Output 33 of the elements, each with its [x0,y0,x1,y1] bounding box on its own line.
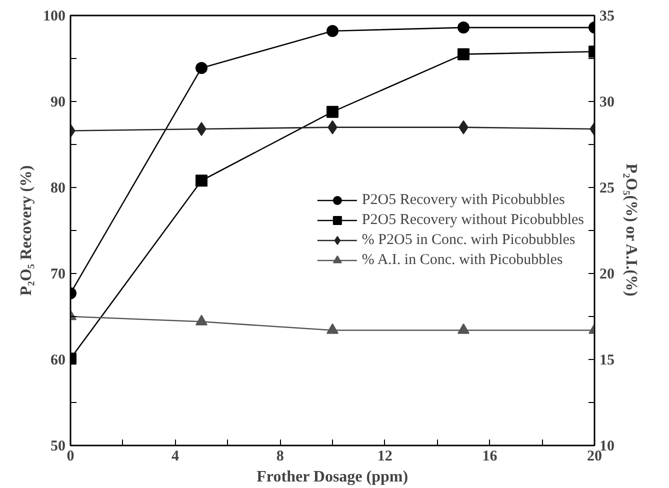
y2-tick-label: 30 [600,94,614,110]
point [326,24,338,37]
point [458,22,470,34]
point [458,48,470,60]
x-tick-label: 4 [172,448,180,464]
y2-tick-label: 35 [600,8,614,24]
y-tick-label: 50 [50,438,66,454]
point [196,174,208,187]
point [326,323,338,334]
y-tick-label: 70 [50,266,66,282]
x-axis-title: Frother Dosage (ppm) [256,468,408,486]
x-tick-label: 8 [276,448,284,464]
y2-axis-title: P₂O₅(%) or A.I.(%) [622,163,640,296]
y-tick-label: 80 [50,180,66,196]
x-tick-label: 16 [482,448,498,464]
point [326,106,338,118]
point [196,314,208,326]
y2-tick-label: 20 [600,266,614,282]
legend-label: % P2O5 in Conc. wirh Picobubbles [362,232,576,248]
point [458,323,470,334]
x-tick-label: 12 [377,448,392,464]
x-tick-label: 20 [587,448,602,464]
legend-label: P2O5 Recovery with Picobubbles [362,192,565,208]
point [196,62,208,74]
legend-label: P2O5 Recovery without Picobubbles [362,212,584,228]
x-tick-label: 0 [66,448,74,464]
y-axis-title: P₂O₅ Recovery (%) [18,165,35,296]
legend-label: % A.I. in Conc. with Picobubbles [362,252,563,268]
y-tick-label: 90 [50,94,66,110]
y-tick-label: 60 [50,352,66,368]
y2-tick-label: 25 [600,180,614,196]
y-tick-label: 100 [43,8,66,24]
y2-tick-label: 15 [600,352,614,368]
